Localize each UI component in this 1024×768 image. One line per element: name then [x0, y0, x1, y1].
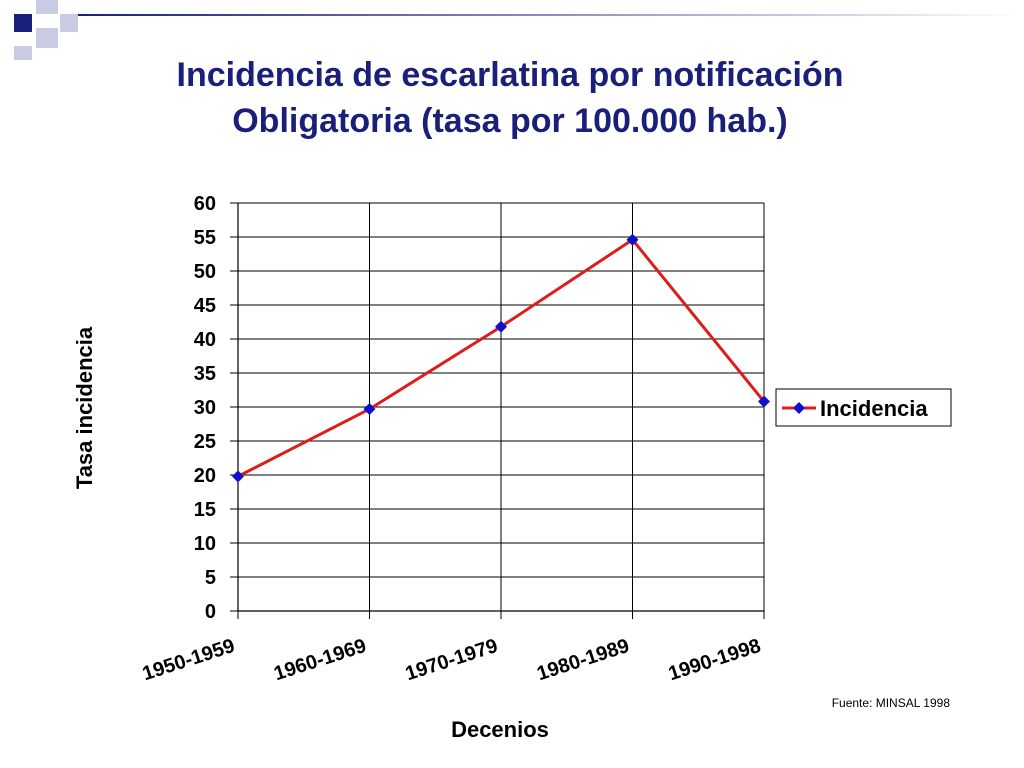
y-tick-label: 50	[194, 261, 216, 283]
x-tick-label: 1990-1998	[666, 635, 764, 685]
data-point-marker	[232, 470, 244, 483]
y-tick-label: 25	[194, 431, 216, 453]
data-point-marker	[758, 395, 770, 408]
title-line-2: Obligatoria (tasa por 100.000 hab.)	[232, 102, 788, 140]
y-tick-label: 0	[205, 601, 216, 623]
decor-square-navy	[14, 14, 32, 32]
y-tick-label: 35	[194, 363, 216, 385]
decor-gradient-bar	[78, 14, 1024, 16]
x-axis: 1950-1959 1960-1969 1970-1979 1980-1989 1990…	[140, 610, 765, 685]
y-axis-label: Tasa incidencia	[72, 326, 97, 489]
decor-square-light	[36, 0, 58, 14]
y-tick-label: 15	[194, 499, 216, 521]
y-axis: 0 5 10 15 20 25 30 35 40 45 50 55 60	[194, 193, 239, 623]
data-point-marker	[495, 320, 507, 333]
decor-square-light	[14, 46, 32, 60]
x-tick-label: 1980-1989	[534, 635, 632, 685]
decor-square-light	[36, 28, 58, 48]
x-tick-label: 1960-1969	[271, 635, 369, 685]
chart-legend: Incidencia	[775, 388, 952, 427]
y-tick-label: 5	[205, 567, 216, 589]
source-note: Fuente: MINSAL 1998	[831, 696, 950, 710]
y-tick-label: 55	[194, 227, 216, 249]
x-tick-label: 1970-1979	[403, 635, 501, 685]
title-line-1: Incidencia de escarlatina por notificaci…	[176, 56, 844, 94]
y-tick-label: 10	[194, 533, 216, 555]
y-tick-label: 60	[194, 193, 216, 215]
y-tick-label: 30	[194, 397, 216, 419]
legend-marker	[793, 402, 805, 414]
legend-label: Incidencia	[820, 396, 928, 421]
corner-decoration	[0, 0, 1024, 60]
y-tick-label: 40	[194, 329, 216, 351]
decor-square-light	[60, 14, 78, 32]
plot-area	[237, 202, 765, 612]
y-tick-label: 20	[194, 465, 216, 487]
data-point-marker	[626, 233, 639, 246]
slide-title: Incidencia de escarlatina por notificaci…	[40, 52, 980, 144]
y-tick-label: 45	[194, 295, 216, 317]
x-axis-label: Decenios	[451, 717, 549, 742]
x-tick-label: 1950-1959	[140, 635, 238, 685]
data-point-marker	[363, 403, 376, 416]
series-incidencia	[232, 233, 770, 483]
